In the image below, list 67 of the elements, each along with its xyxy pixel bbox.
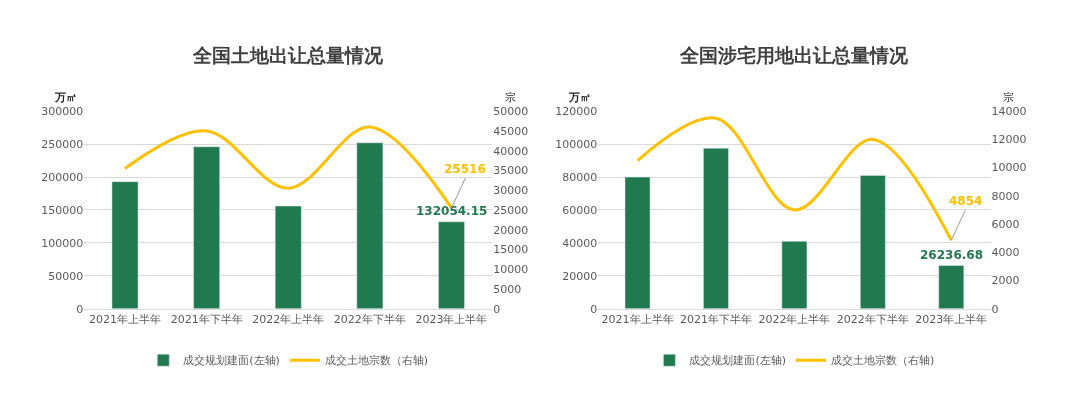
x-tick-label: 2021年上半年 xyxy=(601,313,674,326)
y-tick-label: 250000 xyxy=(41,137,84,151)
y-tick-label: 60000 xyxy=(562,203,598,217)
y-tick-label: 150000 xyxy=(41,203,84,217)
data-label: 26236.68 xyxy=(920,248,984,262)
y2-tick-label: 2000 xyxy=(991,274,1020,288)
y2-tick-label: 0 xyxy=(991,302,999,316)
y-tick-label: 0 xyxy=(590,302,598,316)
chart-title: 全国土地出让总量情况 xyxy=(192,44,384,66)
y-tick-label: 0 xyxy=(76,302,84,316)
y-tick-label: 200000 xyxy=(41,170,84,184)
y2-tick-label: 12000 xyxy=(991,133,1027,147)
bar xyxy=(274,205,302,309)
y2-tick-label: 40000 xyxy=(493,144,529,158)
y2-tick-label: 25000 xyxy=(493,203,529,217)
bar xyxy=(111,181,139,309)
y-tick-label: 100000 xyxy=(555,137,598,151)
data-label: 132054.15 xyxy=(416,204,488,218)
bar xyxy=(781,241,808,309)
y2-axis-title: 宗 xyxy=(1003,91,1014,104)
y-axis-title: 万㎡ xyxy=(568,91,591,104)
data-label: 4854 xyxy=(949,194,983,208)
bar xyxy=(938,265,965,309)
x-tick-label: 2023年上半年 xyxy=(415,313,488,326)
y-tick-label: 300000 xyxy=(41,105,84,119)
y-tick-label: 80000 xyxy=(562,170,598,184)
x-tick-label: 2023年上半年 xyxy=(915,313,988,326)
y2-tick-label: 6000 xyxy=(991,217,1020,231)
y2-tick-label: 35000 xyxy=(493,164,529,178)
y2-axis-title: 宗 xyxy=(505,91,516,104)
y2-tick-label: 15000 xyxy=(493,243,529,257)
y-tick-label: 100000 xyxy=(41,236,84,250)
y2-tick-label: 10000 xyxy=(991,161,1027,175)
y-tick-label: 40000 xyxy=(562,236,598,250)
y2-tick-label: 20000 xyxy=(493,223,529,237)
x-tick-label: 2021年上半年 xyxy=(89,313,162,326)
x-tick-label: 2022年上半年 xyxy=(252,313,325,326)
bar xyxy=(438,221,465,309)
y2-tick-label: 8000 xyxy=(991,189,1020,203)
y-axis-title: 万㎡ xyxy=(54,91,77,104)
y2-tick-label: 14000 xyxy=(991,105,1027,119)
x-tick-label: 2021年下半年 xyxy=(170,313,243,326)
y-tick-label: 20000 xyxy=(562,269,598,283)
bar xyxy=(703,147,729,309)
x-tick-label: 2022年上半年 xyxy=(758,313,831,326)
y2-tick-label: 4000 xyxy=(991,246,1020,260)
y2-tick-label: 30000 xyxy=(493,184,529,198)
y-tick-label: 50000 xyxy=(48,269,84,283)
y2-tick-label: 0 xyxy=(493,302,501,316)
data-label: 25516 xyxy=(444,162,486,176)
y2-tick-label: 10000 xyxy=(493,263,529,277)
chart-title: 全国涉宅用地出让总量情况 xyxy=(679,44,909,66)
bar xyxy=(356,142,384,309)
legend-label: 成交土地宗数（右轴) xyxy=(830,354,935,368)
y2-tick-label: 5000 xyxy=(493,282,522,296)
legend-label: 成交规划建面(左轴) xyxy=(689,354,786,368)
y2-tick-label: 45000 xyxy=(493,124,529,138)
bar xyxy=(193,146,220,309)
bar xyxy=(860,175,886,309)
bar xyxy=(624,176,651,309)
y-tick-label: 120000 xyxy=(555,105,598,119)
x-tick-label: 2022年下半年 xyxy=(836,313,909,326)
y2-tick-label: 50000 xyxy=(493,105,529,119)
x-tick-label: 2022年下半年 xyxy=(333,313,406,326)
legend-label: 成交土地宗数（右轴) xyxy=(324,354,429,368)
legend-label: 成交规划建面(左轴) xyxy=(183,354,280,368)
x-tick-label: 2021年下半年 xyxy=(679,313,752,326)
